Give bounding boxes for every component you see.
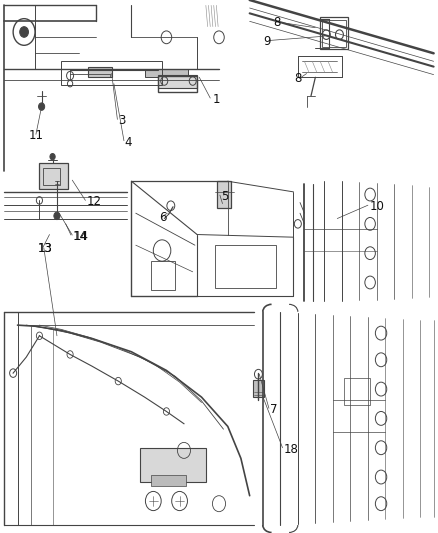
Bar bbox=[253, 380, 264, 397]
Text: 5: 5 bbox=[221, 190, 229, 203]
Bar bbox=[140, 448, 206, 482]
Text: 14: 14 bbox=[74, 230, 88, 243]
Bar bbox=[215, 245, 276, 288]
Bar bbox=[151, 475, 186, 486]
Text: 7: 7 bbox=[270, 403, 278, 416]
Text: 8: 8 bbox=[294, 72, 302, 85]
Bar bbox=[320, 17, 348, 49]
Bar bbox=[158, 76, 197, 92]
Text: 14: 14 bbox=[73, 230, 88, 243]
Text: 8: 8 bbox=[274, 17, 281, 29]
Bar bbox=[88, 67, 112, 77]
Bar bbox=[43, 168, 60, 185]
Text: 11: 11 bbox=[28, 130, 43, 142]
Bar bbox=[217, 181, 231, 208]
Circle shape bbox=[50, 154, 55, 160]
Bar bbox=[145, 69, 188, 77]
Bar bbox=[322, 20, 346, 47]
Text: 3: 3 bbox=[118, 115, 126, 127]
Circle shape bbox=[39, 103, 45, 110]
Text: 1: 1 bbox=[212, 93, 220, 106]
Circle shape bbox=[54, 212, 60, 220]
Bar bbox=[39, 163, 68, 189]
Text: 9: 9 bbox=[263, 35, 270, 47]
Circle shape bbox=[20, 27, 28, 37]
Text: 18: 18 bbox=[284, 443, 299, 456]
Text: 10: 10 bbox=[369, 200, 384, 213]
Text: 13: 13 bbox=[38, 243, 53, 255]
Text: 6: 6 bbox=[159, 211, 166, 224]
Bar bbox=[158, 75, 197, 88]
Text: 4: 4 bbox=[125, 136, 132, 149]
Bar bbox=[151, 261, 175, 290]
Text: 12: 12 bbox=[87, 195, 102, 208]
Bar bbox=[61, 61, 162, 85]
Text: 13: 13 bbox=[38, 243, 53, 255]
Bar bbox=[344, 378, 370, 405]
